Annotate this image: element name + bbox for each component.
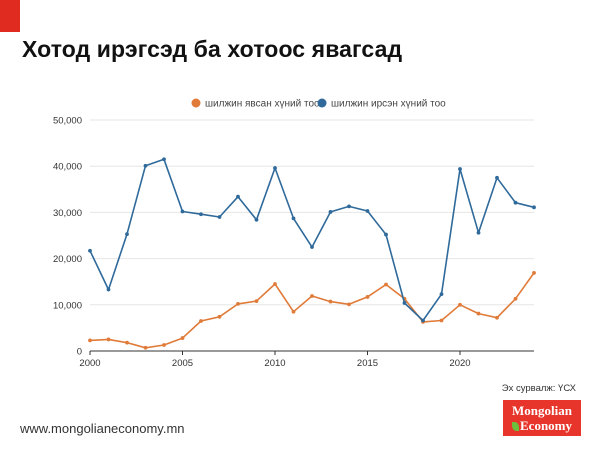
data-point [365, 295, 370, 299]
data-point [532, 205, 536, 210]
y-tick-label: 50,000 [53, 116, 82, 127]
data-point [310, 245, 314, 249]
data-point [236, 194, 240, 199]
data-point [513, 296, 518, 301]
data-point [143, 163, 148, 168]
data-point [458, 167, 462, 171]
x-tick-label: 2015 [357, 358, 378, 369]
legend-label: шилжин ирсэн хүний тоо [331, 99, 446, 110]
data-point [199, 212, 203, 217]
data-point [291, 309, 296, 314]
legend-marker [191, 98, 201, 108]
data-point [328, 210, 333, 214]
y-tick-label: 10,000 [53, 300, 82, 311]
data-point [347, 204, 351, 209]
data-point [310, 294, 314, 298]
data-point [162, 157, 166, 162]
data-point [217, 314, 222, 319]
data-point [458, 302, 462, 307]
data-point [384, 282, 388, 287]
data-point [162, 343, 166, 347]
data-point [439, 318, 444, 323]
data-point [88, 248, 92, 253]
data-point [421, 318, 425, 323]
source-note: Эх сурвалж: ҮСХ [501, 383, 576, 394]
y-tick-label: 30,000 [53, 208, 82, 219]
mongolian-economy-logo: Mongolian Economy [503, 400, 581, 436]
data-point [513, 200, 518, 205]
data-point [273, 282, 277, 286]
data-point [328, 299, 333, 304]
y-tick-label: 40,000 [53, 162, 82, 173]
data-point [88, 338, 92, 343]
data-point [254, 299, 259, 304]
data-point [125, 232, 129, 237]
data-point [273, 166, 277, 170]
x-tick-label: 2000 [79, 358, 100, 369]
legend-label: шилжин явсан хүний тоо [205, 99, 320, 110]
data-point [236, 301, 240, 306]
data-point [180, 209, 185, 214]
y-tick-label: 20,000 [53, 254, 82, 265]
data-point [384, 232, 388, 237]
data-point [402, 301, 407, 305]
x-tick-label: 2005 [172, 358, 193, 369]
data-point [495, 315, 499, 320]
leaf-icon [512, 422, 519, 431]
x-tick-label: 2020 [449, 358, 470, 369]
corner-accent [0, 0, 20, 32]
logo-line-2-text: Economy [520, 418, 572, 433]
data-point [439, 292, 444, 297]
data-point [254, 217, 259, 222]
logo-line-2: Economy [503, 418, 581, 433]
data-point [199, 319, 203, 323]
data-point [106, 337, 111, 342]
chart-title: Хотод ирэгсэд ба хотоос явагсад [22, 36, 403, 62]
series-line-1 [89, 272, 535, 349]
legend-marker [317, 98, 327, 108]
logo-line-1: Mongolian [512, 403, 572, 418]
data-point [476, 311, 481, 316]
x-tick-label: 2010 [264, 358, 285, 369]
footer-url[interactable]: www.mongolianeconomy.mn [20, 421, 185, 436]
data-point [180, 336, 185, 340]
data-point [217, 215, 222, 219]
y-tick-label: 0 [77, 347, 82, 358]
data-point [143, 345, 148, 350]
data-point [291, 216, 296, 221]
data-point [347, 302, 351, 307]
data-point [365, 209, 370, 213]
data-point [476, 230, 481, 235]
data-point [495, 175, 499, 180]
data-point [125, 340, 129, 345]
data-point [106, 287, 111, 292]
data-point [532, 271, 536, 275]
